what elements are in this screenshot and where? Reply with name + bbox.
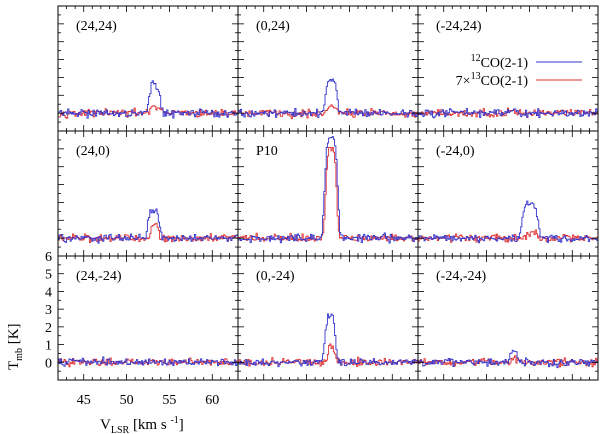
x-tick-label: 55 bbox=[162, 393, 176, 408]
panel-label: (24,-24) bbox=[76, 269, 122, 284]
panel-label: (0,-24) bbox=[256, 269, 295, 284]
panel-P10: P10 bbox=[237, 130, 419, 257]
y-tick-label: 0 bbox=[45, 356, 52, 371]
panel-label: P10 bbox=[256, 144, 278, 159]
panel-_24_24_: (24,-24) bbox=[57, 255, 239, 381]
x-tick-label: 50 bbox=[120, 393, 134, 408]
series-co12-spectrum bbox=[418, 108, 598, 119]
panels-layer: (24,24) (0,24) (-24,24) (24,0) P10 (-24,0) (24… bbox=[57, 5, 599, 381]
y-tick-label: 1 bbox=[45, 339, 52, 354]
panel-label: (-24,-24) bbox=[436, 269, 486, 284]
panel-ticks bbox=[418, 130, 598, 257]
x-tick-label: 60 bbox=[205, 393, 219, 408]
y-tick-label: 6 bbox=[45, 250, 52, 265]
y-tick-label: 3 bbox=[45, 303, 52, 318]
series-co12-spectrum bbox=[58, 208, 238, 244]
panel-_24_0_: (24,0) bbox=[57, 130, 239, 257]
series-co12-spectrum bbox=[238, 313, 418, 368]
legend-entry-label: 7×13CO(2-1) bbox=[456, 71, 529, 89]
panel-_24_0_: (-24,0) bbox=[417, 130, 599, 257]
series-co12-spectrum bbox=[238, 136, 418, 244]
panel-plot bbox=[238, 136, 418, 244]
panel-plot bbox=[418, 349, 598, 369]
panel-label: (-24,24) bbox=[436, 19, 482, 34]
y-axis-title: Tmb [K] bbox=[6, 323, 25, 370]
panel-_24_24_: (-24,-24) bbox=[417, 255, 599, 381]
panel-plot bbox=[238, 313, 418, 368]
panel-_24_24_: (24,24) bbox=[57, 5, 239, 132]
x-tick-label: 45 bbox=[77, 393, 91, 408]
panel-plot bbox=[58, 80, 238, 119]
series-co13-spectrum bbox=[58, 222, 238, 243]
panel-ticks bbox=[418, 255, 598, 381]
panel-label: (24,24) bbox=[76, 19, 117, 34]
panel-plot bbox=[238, 78, 418, 120]
panel-label: (24,0) bbox=[76, 144, 110, 159]
y-tick-label: 2 bbox=[45, 321, 52, 336]
panel-ticks bbox=[58, 130, 238, 257]
series-co12-spectrum bbox=[418, 349, 598, 369]
panel-plot bbox=[418, 200, 598, 244]
series-co12-spectrum bbox=[58, 356, 238, 367]
panel-plot bbox=[418, 107, 598, 119]
y-tick-label: 5 bbox=[45, 268, 52, 283]
panel-_0_24_: (0,-24) bbox=[237, 255, 419, 381]
panel-label: (-24,0) bbox=[436, 144, 475, 159]
panel-ticks bbox=[58, 255, 238, 381]
legend: 12CO(2-1)7×13CO(2-1) bbox=[456, 53, 582, 89]
panel-label: (0,24) bbox=[256, 19, 290, 34]
panel-plot bbox=[58, 356, 238, 368]
series-co12-spectrum bbox=[418, 200, 598, 244]
y-tick-label: 4 bbox=[45, 285, 52, 300]
x-axis-title: VLSR [km s -1] bbox=[100, 415, 184, 434]
panel-_0_24_: (0,24) bbox=[237, 5, 419, 132]
series-co12-spectrum bbox=[238, 78, 418, 118]
series-co12-spectrum bbox=[58, 80, 238, 119]
series-co13-spectrum bbox=[238, 147, 418, 242]
panel-plot bbox=[58, 208, 238, 244]
legend-entry-label: 12CO(2-1) bbox=[471, 53, 529, 71]
